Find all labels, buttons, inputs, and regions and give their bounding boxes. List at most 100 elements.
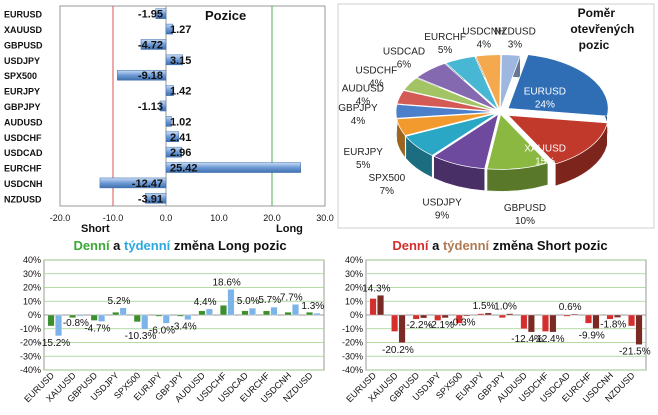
- data-label: -6.0%: [149, 325, 175, 336]
- change-bar: [98, 314, 106, 322]
- category-label: USDJPY: [4, 56, 40, 66]
- pie-title: Poměr otevřených pozic: [570, 6, 637, 52]
- short-title-part-1: Denní: [392, 238, 429, 253]
- data-label: -21.5%: [619, 347, 651, 358]
- data-label: 5.7%: [258, 295, 281, 306]
- short-change-title: Denní a týdenní změna Short pozic: [392, 238, 607, 253]
- pie-label: GBPJPY 4%: [338, 103, 378, 127]
- change-bar: [176, 314, 184, 317]
- y-tick-label: -30%: [342, 351, 363, 361]
- long-title-part-2: a: [110, 238, 124, 253]
- pie-slice: [507, 54, 609, 117]
- y-tick-label: -40%: [20, 365, 41, 375]
- category-label: SPX500: [4, 71, 37, 81]
- y-tick-label: 10%: [345, 296, 363, 306]
- pie-label-value: 5%: [438, 45, 453, 56]
- y-tick-label: 0%: [28, 310, 41, 320]
- change-bar: [198, 310, 206, 316]
- data-label: 7.7%: [280, 292, 303, 303]
- change-bar: [606, 314, 614, 320]
- change-bar: [377, 295, 384, 316]
- long-annotation: Long: [276, 223, 303, 235]
- positions-title: Pozice: [205, 8, 246, 23]
- pie-label-name: XAUUSD: [524, 143, 566, 154]
- y-tick-label: -10%: [342, 324, 363, 334]
- change-bar: [585, 314, 592, 324]
- x-tick-label: 10.0: [210, 213, 228, 223]
- pie-label-value: 24%: [535, 100, 555, 111]
- category-label: GBPUSD: [4, 40, 43, 50]
- pie-slice: [396, 112, 497, 136]
- pie-label-name: USDCAD: [383, 46, 425, 57]
- long-change-chart: Denní a týdenní změna Long pozic 40% 30% 2…: [20, 238, 325, 405]
- pie-title-line-2: otevřených: [570, 22, 634, 36]
- change-bar: [284, 312, 292, 316]
- data-label: -20.2%: [382, 345, 414, 356]
- change-bar: [477, 313, 485, 316]
- long-change-title: Denní a týdenní změna Long pozic: [73, 238, 286, 253]
- position-bar: [165, 85, 174, 96]
- change-bar: [628, 314, 635, 327]
- data-label: -0.8%: [63, 318, 89, 329]
- pie-label-value: 6%: [397, 59, 412, 70]
- change-bar: [412, 314, 420, 320]
- change-bar: [313, 313, 321, 316]
- change-bar: [76, 314, 84, 317]
- pie-label: USDJPY 9%: [422, 197, 462, 221]
- pie-label-value: 4%: [356, 97, 371, 108]
- pie-label-name: SPX500: [368, 173, 405, 184]
- y-tick-label: 20%: [23, 283, 41, 293]
- change-bar: [463, 314, 471, 317]
- pie-label-name: EURCHF: [424, 32, 466, 43]
- position-bar: [117, 69, 167, 81]
- y-tick-label: 20%: [345, 283, 363, 293]
- data-label: -2.2%: [406, 320, 432, 331]
- change-bar: [112, 312, 120, 316]
- position-bar: [165, 162, 301, 173]
- change-bar: [571, 314, 578, 316]
- pie-label: USDCNH 4%: [462, 26, 505, 50]
- short-annotation: Short: [81, 223, 110, 235]
- short-title-part-4: změna Short pozic: [489, 238, 607, 253]
- pie-title-line-3: pozic: [579, 38, 610, 52]
- y-tick-label: -20%: [20, 338, 41, 348]
- pie-slice: [433, 113, 499, 170]
- change-bar: [155, 314, 163, 317]
- category-label: USDCHF: [4, 133, 42, 143]
- short-title-part-2: a: [428, 238, 442, 253]
- change-bar: [398, 314, 406, 343]
- change-bar: [90, 314, 98, 321]
- data-label: 1.3%: [301, 301, 324, 312]
- change-bar: [270, 307, 278, 316]
- change-bar: [292, 304, 299, 316]
- data-label: -12.4%: [511, 334, 543, 345]
- value-label: -12.47: [132, 178, 163, 190]
- pie-label-value: 10%: [515, 216, 535, 227]
- data-label: -2.1%: [428, 320, 454, 331]
- pie-label-value: 5%: [356, 160, 371, 171]
- change-bar: [220, 305, 227, 316]
- data-label: -10.3%: [125, 331, 157, 342]
- x-tick-label: 0.0: [160, 213, 173, 223]
- category-label: EURUSD: [4, 10, 43, 20]
- position-bar: [165, 23, 173, 35]
- category-label: NZDUSD: [4, 194, 42, 204]
- category-label: AUDUSD: [4, 117, 43, 127]
- position-bar: [165, 146, 182, 158]
- change-bar: [420, 314, 428, 319]
- pie-title-line-1: Poměr: [578, 6, 616, 20]
- pie-slice: [445, 55, 499, 111]
- pie-label: EURCHF 5%: [424, 32, 466, 56]
- change-bar: [69, 314, 77, 318]
- pie-label: NZDUSD 3%: [494, 26, 536, 50]
- pie-label: XAUUSD 15%: [524, 143, 566, 167]
- pie-label-name: AUDUSD: [342, 84, 384, 95]
- value-label: 25.42: [170, 163, 198, 175]
- change-bar: [527, 314, 535, 333]
- change-bar: [205, 308, 213, 316]
- change-bar: [592, 314, 600, 329]
- change-bar: [227, 289, 235, 316]
- change-bar: [484, 312, 492, 316]
- pie-label-name: USDCHF: [356, 66, 398, 77]
